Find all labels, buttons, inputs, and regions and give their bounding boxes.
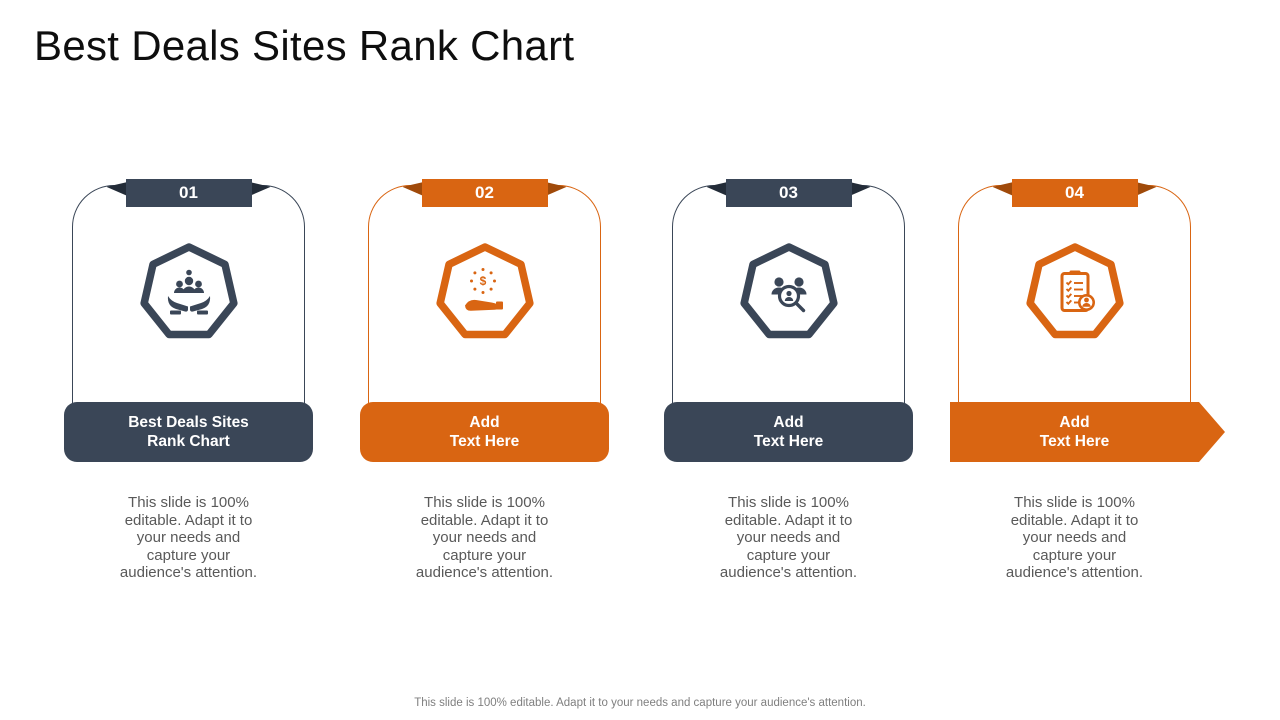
- banner-line2: Text Here: [449, 433, 520, 450]
- card-description-3: This slide is 100% editable. Adapt it to…: [672, 494, 905, 582]
- card-banner: Best Deals Sites Rank Chart: [64, 402, 313, 462]
- description-text: This slide is 100% editable. Adapt it to…: [119, 494, 258, 582]
- add-text-banner[interactable]: Add Text Here: [664, 402, 913, 462]
- rank-card-3: 03 Add Text Here: [664, 179, 913, 462]
- hands-holding-people-icon: [139, 243, 238, 339]
- description-text: This slide is 100% editable. Adapt it to…: [1005, 494, 1144, 582]
- checklist-person-icon: [1025, 243, 1124, 339]
- svg-text:$: $: [479, 274, 486, 288]
- ribbon-badge: 02: [402, 179, 567, 207]
- banner-line1: Add: [1059, 414, 1090, 431]
- ribbon-badge: 01: [106, 179, 271, 207]
- add-text-banner[interactable]: Add Text Here: [360, 402, 609, 462]
- add-text-banner[interactable]: Add Text Here: [950, 402, 1225, 462]
- banner-line2: Text Here: [1039, 433, 1110, 450]
- banner-line1: Add: [469, 414, 500, 431]
- banner-line1: Add: [773, 414, 804, 431]
- card-description-4: This slide is 100% editable. Adapt it to…: [958, 494, 1191, 582]
- description-text: This slide is 100% editable. Adapt it to…: [415, 494, 554, 582]
- description-text: This slide is 100% editable. Adapt it to…: [719, 494, 858, 582]
- rank-card-2: 02 $ Add Text Here: [360, 179, 609, 462]
- badge-number: 02: [421, 179, 548, 207]
- slide-title: Best Deals Sites Rank Chart: [34, 22, 575, 69]
- card-description-1: This slide is 100% editable. Adapt it to…: [72, 494, 305, 582]
- audience-search-icon: [739, 243, 838, 339]
- rank-card-1: 01 Best Deals Sites Rank Chart: [64, 179, 313, 462]
- ribbon-badge: 04: [992, 179, 1157, 207]
- slide-footer: This slide is 100% editable. Adapt it to…: [414, 697, 866, 709]
- badge-number: 01: [125, 179, 252, 207]
- dollar-hand-icon: $: [435, 243, 534, 339]
- banner-line1: Best Deals Sites: [128, 414, 249, 431]
- card-description-2: This slide is 100% editable. Adapt it to…: [368, 494, 601, 582]
- rank-card-4: 04 Add Text Here: [958, 179, 1191, 445]
- badge-number: 03: [725, 179, 852, 207]
- banner-line2: Text Here: [753, 433, 824, 450]
- ribbon-badge: 03: [706, 179, 871, 207]
- banner-line2: Rank Chart: [147, 433, 230, 450]
- badge-number: 04: [1011, 179, 1138, 207]
